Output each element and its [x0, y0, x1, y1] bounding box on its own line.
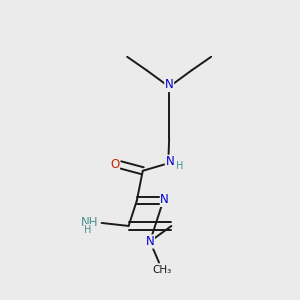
Text: H: H: [84, 225, 92, 235]
Text: NH: NH: [81, 217, 99, 230]
Text: H: H: [176, 161, 183, 171]
Text: CH₃: CH₃: [152, 265, 172, 275]
Text: N: N: [160, 194, 169, 206]
Text: O: O: [110, 158, 119, 171]
Text: N: N: [146, 235, 154, 248]
Text: N: N: [165, 155, 174, 168]
Text: N: N: [165, 79, 173, 92]
